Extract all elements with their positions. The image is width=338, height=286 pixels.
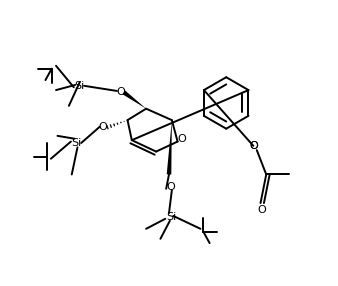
Text: O: O	[249, 141, 258, 151]
Text: O: O	[177, 134, 186, 144]
Text: O: O	[99, 122, 107, 132]
Text: O: O	[116, 87, 125, 96]
Text: O: O	[258, 205, 266, 215]
Polygon shape	[167, 120, 172, 174]
Polygon shape	[122, 91, 146, 109]
Text: Si: Si	[71, 138, 81, 148]
Text: Si: Si	[74, 81, 84, 91]
Text: O: O	[249, 141, 258, 151]
Text: Si: Si	[167, 212, 177, 222]
Text: O: O	[166, 182, 175, 192]
